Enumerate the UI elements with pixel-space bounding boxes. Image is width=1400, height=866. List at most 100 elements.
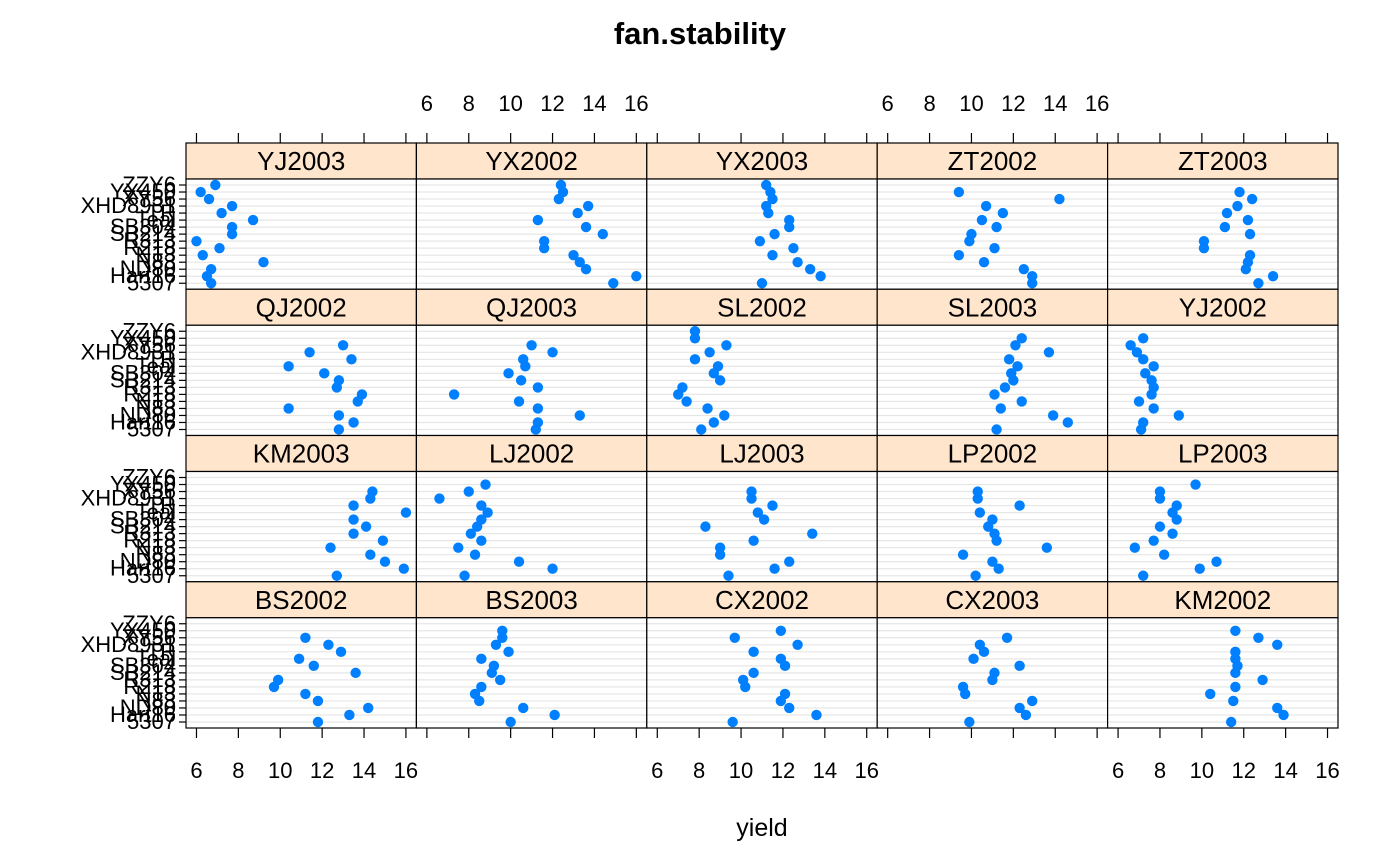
panel-strip (185, 288, 417, 326)
data-point (792, 256, 803, 268)
data-point (769, 228, 780, 240)
data-point (476, 681, 487, 693)
panel-strip (185, 434, 417, 473)
data-point (365, 549, 376, 560)
x-tick-label-bottom: 6 (190, 758, 202, 783)
data-point (210, 179, 221, 191)
data-point (1267, 271, 1279, 282)
data-point (572, 207, 583, 219)
data-point (1253, 278, 1264, 289)
data-point (700, 521, 711, 532)
data-point (304, 347, 315, 358)
data-point (574, 256, 585, 268)
data-point (1148, 403, 1159, 414)
x-tick-label-bottom: 6 (1112, 758, 1124, 783)
y-tick-label: SB304 (110, 507, 176, 532)
data-point (453, 542, 464, 553)
data-point (526, 340, 537, 351)
y-tick-label: N13 (136, 388, 176, 413)
data-point (991, 221, 1002, 233)
x-tick-label-top: 14 (1043, 91, 1067, 116)
y-tick-label: YX450 (110, 618, 176, 643)
data-point (1272, 639, 1283, 651)
data-point (976, 214, 988, 226)
y-tick-label: R313 (123, 374, 176, 399)
data-point (258, 256, 269, 268)
data-point (197, 249, 208, 261)
data-point (331, 570, 343, 581)
data-point (608, 278, 619, 289)
panel-CX2003: CX2003 (876, 581, 1109, 729)
data-point (756, 278, 768, 289)
data-point (1014, 660, 1025, 672)
data-point (746, 486, 757, 497)
data-point (1016, 396, 1027, 407)
panel-strip-label: YJ2002 (1179, 292, 1267, 322)
data-point (518, 354, 529, 365)
y-tick-label: SB304 (110, 214, 176, 239)
data-point (1138, 354, 1149, 365)
data-point (748, 646, 759, 658)
data-point (1198, 235, 1210, 247)
y-tick-label: XY56 (122, 186, 176, 211)
y-tick-label: SB214 (110, 514, 176, 539)
data-point (957, 549, 969, 560)
data-point (714, 375, 726, 386)
x-tick-label-bottom: 12 (310, 758, 334, 783)
y-tick-label: XHD8931 (81, 486, 176, 511)
x-tick-label-bottom: 16 (394, 758, 418, 783)
y-tick-label: TR (147, 639, 176, 664)
panel-KM2003: KM2003 (185, 434, 417, 583)
data-point (1246, 193, 1258, 205)
y-tick-label: 5307 (127, 270, 176, 295)
data-point (964, 716, 975, 728)
data-point (681, 396, 692, 407)
data-point (1154, 486, 1166, 497)
data-point (476, 514, 487, 525)
data-point (1054, 193, 1065, 205)
x-tick-label-bottom: 8 (693, 758, 705, 783)
y-tick-label: XHD8931 (81, 339, 176, 364)
y-tick-label: Teal (136, 646, 176, 671)
panel-strip-label: SL2003 (948, 292, 1038, 322)
data-point (480, 479, 491, 490)
data-point (966, 228, 977, 240)
data-point (754, 235, 766, 247)
x-tick-label-top: 16 (1085, 91, 1109, 116)
data-point (758, 514, 770, 525)
panel-strip (646, 434, 878, 473)
y-tick-label: R218 (123, 381, 176, 406)
data-point (549, 709, 560, 721)
data-point (1138, 570, 1149, 581)
y-tick-label: 5307 (127, 563, 176, 588)
x-tick-label-top: 6 (421, 91, 433, 116)
data-point (325, 542, 336, 553)
panel-strip-label: QJ2002 (256, 292, 347, 322)
data-point (1225, 716, 1237, 728)
data-point (348, 514, 359, 525)
data-point (497, 625, 508, 636)
y-tick-label: N13 (136, 535, 176, 560)
data-point (1131, 347, 1143, 358)
y-tick-label: 5307 (127, 417, 176, 442)
data-point (752, 507, 764, 518)
panel-strip (646, 288, 878, 326)
data-point (532, 382, 544, 393)
x-tick-label-bottom: 10 (1190, 758, 1214, 783)
data-point (476, 500, 487, 511)
data-point (989, 389, 1000, 400)
data-point (1014, 500, 1025, 511)
data-point (494, 674, 506, 686)
y-tick-label: ND80 (120, 549, 176, 574)
data-point (970, 570, 981, 581)
data-point (729, 632, 740, 643)
data-point (689, 326, 701, 337)
x-tick-label-top: 12 (540, 91, 564, 116)
data-point (760, 179, 772, 191)
panel-strip-label: LP2002 (948, 439, 1038, 469)
x-tick-label-bottom: 14 (1273, 758, 1297, 783)
data-point (346, 354, 357, 365)
data-point (379, 556, 391, 567)
data-point (1219, 221, 1231, 233)
